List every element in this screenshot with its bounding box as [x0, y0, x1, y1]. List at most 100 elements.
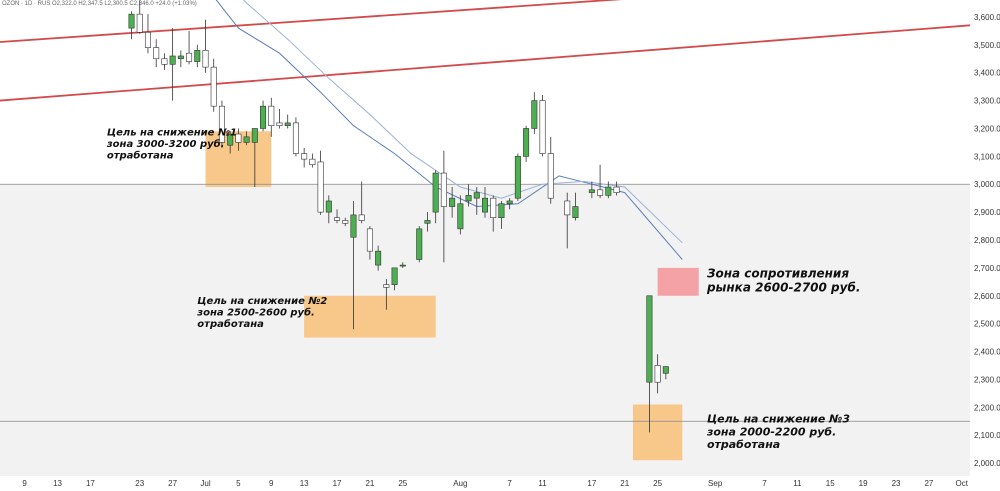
candle-body — [144, 31, 151, 48]
candle-body — [292, 122, 299, 154]
candle-body — [473, 192, 480, 199]
candle[interactable] — [342, 217, 349, 227]
candle[interactable] — [481, 187, 488, 218]
candle[interactable] — [654, 354, 661, 394]
y-tick-label: 3,000.0 — [974, 180, 1000, 189]
candle-body — [432, 172, 439, 213]
candle-body — [514, 156, 521, 199]
candle-body — [334, 217, 341, 221]
x-tick-label: 25 — [398, 479, 407, 488]
candle-body — [646, 295, 653, 383]
candle[interactable] — [424, 212, 431, 232]
candle[interactable] — [449, 187, 456, 218]
x-tick-label: 17 — [333, 479, 342, 488]
candle-body — [506, 200, 513, 205]
y-tick-label: 2,900.0 — [974, 208, 1000, 217]
candle[interactable] — [292, 117, 299, 157]
candle[interactable] — [268, 97, 275, 137]
candle[interactable] — [564, 192, 571, 249]
candle[interactable] — [161, 53, 168, 70]
x-tick-label: 17 — [86, 479, 95, 488]
candle-body — [227, 133, 234, 146]
annotation-line: Цель на снижение №3 — [707, 413, 850, 426]
candle[interactable] — [309, 153, 316, 168]
candle[interactable] — [194, 44, 201, 68]
candle[interactable] — [227, 131, 234, 154]
candle[interactable] — [547, 136, 554, 204]
candle-body — [383, 284, 390, 288]
candle[interactable] — [375, 245, 382, 271]
candle[interactable] — [432, 170, 439, 224]
candle[interactable] — [514, 153, 521, 201]
candle[interactable] — [383, 279, 390, 310]
candle[interactable] — [588, 181, 595, 199]
candle[interactable] — [177, 50, 184, 68]
candle-body — [260, 105, 267, 129]
candle[interactable] — [646, 295, 653, 433]
candle[interactable] — [473, 187, 480, 215]
candle[interactable] — [325, 195, 332, 224]
candle[interactable] — [366, 226, 373, 260]
candle-body — [284, 122, 291, 126]
candle[interactable] — [317, 150, 324, 215]
candle[interactable] — [572, 192, 579, 221]
candle[interactable] — [358, 181, 365, 224]
trend-line[interactable] — [0, 0, 970, 43]
y-tick-label: 2,200.0 — [974, 403, 1000, 412]
candle[interactable] — [260, 100, 267, 132]
candle[interactable] — [662, 366, 669, 380]
candle[interactable] — [301, 147, 308, 168]
candle[interactable] — [284, 114, 291, 129]
candle[interactable] — [136, 0, 143, 34]
x-tick-label: 9 — [269, 479, 274, 488]
candle-body — [186, 52, 193, 62]
candle[interactable] — [334, 209, 341, 224]
candle-body — [136, 13, 143, 33]
candle[interactable] — [235, 128, 242, 151]
candle-body — [366, 228, 373, 252]
candle[interactable] — [605, 181, 612, 199]
annotation-line: Цель на снижение №1 — [107, 127, 237, 138]
candle[interactable] — [399, 262, 406, 268]
x-tick-label: Sep — [708, 479, 723, 488]
candle[interactable] — [531, 92, 538, 135]
candle[interactable] — [243, 131, 250, 146]
trend-line[interactable] — [0, 24, 970, 102]
candle[interactable] — [153, 39, 160, 68]
candle[interactable] — [613, 181, 620, 196]
moving-average-line — [215, 0, 683, 260]
candle[interactable] — [465, 184, 472, 207]
annotation-line: зона 3000-3200 руб. — [106, 138, 225, 150]
candle[interactable] — [506, 198, 513, 210]
candle[interactable] — [490, 195, 497, 232]
y-tick-label: 3,100.0 — [974, 152, 1000, 161]
candle[interactable] — [276, 108, 283, 129]
candle-body — [235, 133, 242, 143]
candle-body — [547, 153, 554, 199]
candle-body — [613, 186, 620, 193]
candle[interactable] — [128, 11, 135, 40]
candle-body — [194, 50, 201, 62]
candle-body — [399, 264, 406, 267]
candle[interactable] — [457, 195, 464, 235]
candle[interactable] — [539, 95, 546, 157]
candle[interactable] — [186, 30, 193, 65]
candle-body — [391, 267, 398, 285]
candle[interactable] — [251, 128, 258, 188]
y-tick-label: 2,300.0 — [974, 375, 1000, 384]
candle-body — [153, 47, 160, 60]
candle[interactable] — [169, 28, 176, 101]
candle[interactable] — [440, 150, 447, 263]
candle[interactable] — [523, 125, 530, 162]
candle[interactable] — [144, 14, 151, 54]
candle[interactable] — [416, 226, 423, 263]
candle[interactable] — [498, 200, 505, 229]
candle[interactable] — [597, 164, 604, 199]
candle[interactable] — [350, 200, 357, 330]
candle[interactable] — [210, 58, 217, 112]
annotation-text: Цель на снижение №3 зона 2000-2200 руб. от… — [706, 413, 850, 451]
candle[interactable] — [391, 267, 398, 291]
candle[interactable] — [218, 100, 225, 148]
candle[interactable] — [202, 19, 209, 73]
